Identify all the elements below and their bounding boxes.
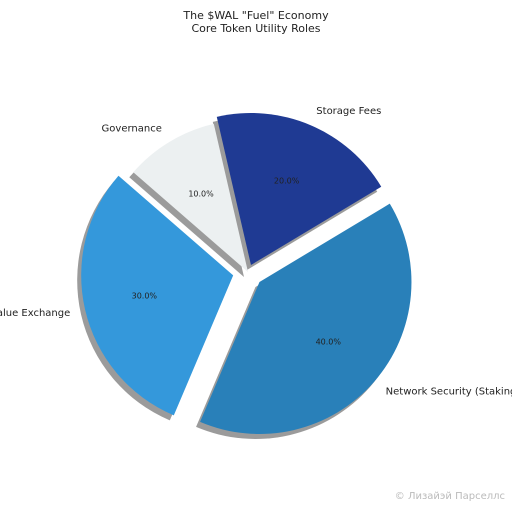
slice-label: Storage Fees xyxy=(316,106,381,117)
value-label: 40.0% xyxy=(316,337,342,346)
slice xyxy=(200,203,412,434)
slice-label: Network Security (Staking) xyxy=(386,387,512,398)
value-label: 20.0% xyxy=(274,177,300,186)
slice-label: Governance xyxy=(102,124,162,135)
slice xyxy=(133,123,248,272)
value-label: 30.0% xyxy=(132,291,158,300)
slice-label: Value Exchange xyxy=(0,308,70,319)
watermark: © Лизайэй Парселлс xyxy=(395,491,505,502)
slice xyxy=(81,175,234,416)
slice xyxy=(216,113,382,266)
chart-subtitle: Core Token Utility Roles xyxy=(191,22,320,35)
value-label: 10.0% xyxy=(188,189,214,198)
chart-title: The $WAL "Fuel" Economy xyxy=(182,9,329,22)
